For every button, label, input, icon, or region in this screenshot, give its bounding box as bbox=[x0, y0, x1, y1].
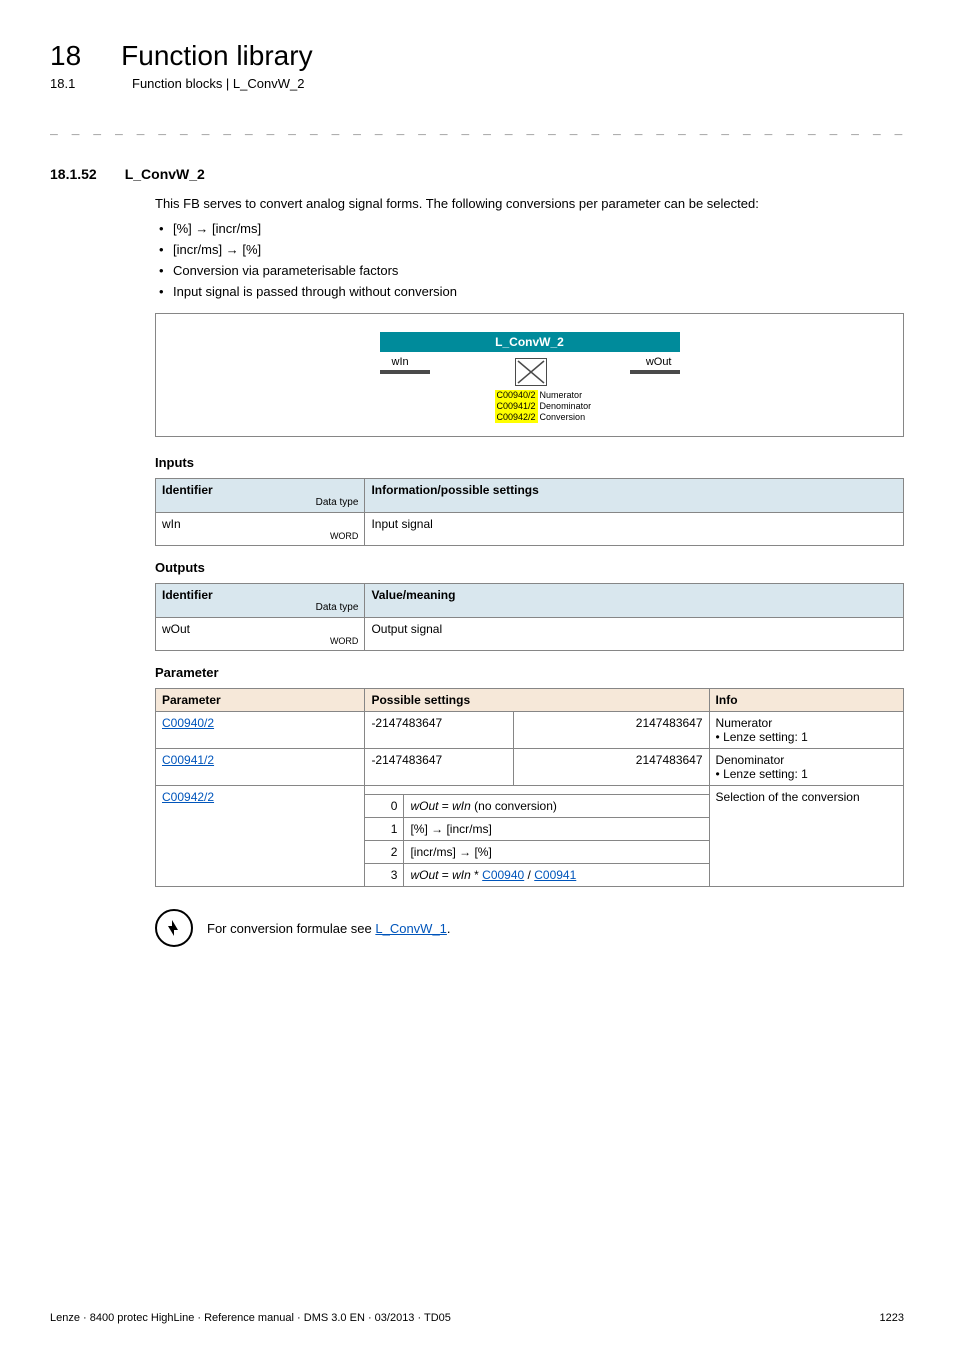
param-info-main: Denominator bbox=[716, 753, 897, 767]
param-link[interactable]: C00942/2 bbox=[162, 790, 214, 804]
diagram-label-code: C00941/2 bbox=[495, 401, 538, 412]
diagram-line-out bbox=[630, 370, 680, 374]
param-info-sub: • Lenze setting: 1 bbox=[716, 730, 897, 744]
inputs-table: Identifier Data type Information/possibl… bbox=[155, 478, 904, 546]
outputs-heading: Outputs bbox=[155, 560, 904, 575]
param-sel-info: Selection of the conversion bbox=[709, 786, 903, 887]
inputs-row-dt: WORD bbox=[162, 531, 358, 541]
footer-page-number: 1223 bbox=[880, 1312, 904, 1324]
diagram-label-desc: Conversion bbox=[540, 412, 586, 422]
note-row: For conversion formulae see L_ConvW_1. bbox=[155, 909, 904, 947]
outputs-th-identifier: Identifier bbox=[162, 588, 358, 602]
inputs-row-info: Input signal bbox=[365, 513, 904, 546]
outputs-th-datatype: Data type bbox=[162, 602, 358, 613]
inputs-th-identifier: Identifier bbox=[162, 483, 358, 497]
outputs-th-info: Value/meaning bbox=[365, 584, 904, 618]
divider: _ _ _ _ _ _ _ _ _ _ _ _ _ _ _ _ _ _ _ _ … bbox=[50, 121, 904, 136]
diagram-conv-box bbox=[515, 358, 547, 386]
option-text: [%] → [incr/ms] bbox=[404, 818, 709, 841]
param-th-settings: Possible settings bbox=[365, 689, 709, 712]
param-info-sub: • Lenze setting: 1 bbox=[716, 767, 897, 781]
inputs-row-id: wIn bbox=[162, 517, 358, 531]
param-max: 2147483647 bbox=[514, 712, 710, 749]
note-text: For conversion formulae see L_ConvW_1. bbox=[207, 921, 451, 936]
param-link[interactable]: C00940/2 bbox=[162, 716, 214, 730]
param-th-parameter: Parameter bbox=[156, 689, 365, 712]
diagram-label-desc: Denominator bbox=[540, 401, 592, 411]
option-link[interactable]: C00941 bbox=[534, 868, 576, 882]
diagram-label-code: C00940/2 bbox=[495, 390, 538, 401]
parameter-heading: Parameter bbox=[155, 665, 904, 680]
diagram-port-out: wOut bbox=[646, 356, 672, 368]
inputs-heading: Inputs bbox=[155, 455, 904, 470]
diagram-label-code: C00942/2 bbox=[495, 412, 538, 423]
bullet-item: Conversion via parameterisable factors bbox=[173, 263, 904, 278]
param-th-info: Info bbox=[709, 689, 903, 712]
diagram-label-desc: Numerator bbox=[540, 390, 583, 400]
option-link[interactable]: C00940 bbox=[482, 868, 524, 882]
option-text: [incr/ms] → [%] bbox=[404, 841, 709, 864]
param-max: 2147483647 bbox=[514, 749, 710, 786]
diagram-container: L_ConvW_2 wIn wOut C00940/2Numerator C00… bbox=[155, 313, 904, 437]
option-num: 3 bbox=[365, 864, 404, 887]
section-number: 18.1 bbox=[50, 76, 92, 91]
outputs-table: Identifier Data type Value/meaning wOut … bbox=[155, 583, 904, 651]
outputs-row-info: Output signal bbox=[365, 618, 904, 651]
param-info-main: Numerator bbox=[716, 716, 897, 730]
note-link[interactable]: L_ConvW_1 bbox=[375, 921, 447, 936]
param-min: -2147483647 bbox=[365, 749, 514, 786]
intro-paragraph: This FB serves to convert analog signal … bbox=[155, 196, 904, 211]
diagram-label-stack: C00940/2Numerator C00941/2Denominator C0… bbox=[495, 390, 592, 423]
subsection-number: 18.1.52 bbox=[50, 166, 97, 182]
chapter-title: Function library bbox=[121, 40, 312, 72]
option-num: 0 bbox=[365, 795, 404, 818]
parameter-table: Parameter Possible settings Info C00940/… bbox=[155, 688, 904, 887]
diagram-port-in: wIn bbox=[392, 356, 409, 368]
bullet-list: [%] → [incr/ms] [incr/ms] → [%] Conversi… bbox=[155, 221, 904, 299]
bullet-item: [%] → [incr/ms] bbox=[173, 221, 904, 236]
section-title: Function blocks | L_ConvW_2 bbox=[132, 76, 304, 91]
option-num: 2 bbox=[365, 841, 404, 864]
inputs-th-info: Information/possible settings bbox=[365, 479, 904, 513]
info-icon bbox=[155, 909, 193, 947]
chapter-number: 18 bbox=[50, 40, 81, 72]
option-num: 1 bbox=[365, 818, 404, 841]
subsection-title: L_ConvW_2 bbox=[125, 166, 205, 182]
outputs-row-id: wOut bbox=[162, 622, 358, 636]
diagram-title: L_ConvW_2 bbox=[380, 332, 680, 352]
footer-left: Lenze · 8400 protec HighLine · Reference… bbox=[50, 1312, 451, 1324]
diagram-line-in bbox=[380, 370, 430, 374]
param-min: -2147483647 bbox=[365, 712, 514, 749]
inputs-th-datatype: Data type bbox=[162, 497, 358, 508]
outputs-row-dt: WORD bbox=[162, 636, 358, 646]
param-link[interactable]: C00941/2 bbox=[162, 753, 214, 767]
bullet-item: Input signal is passed through without c… bbox=[173, 284, 904, 299]
option-text: wOut = wIn * C00940 / C00941 bbox=[404, 864, 709, 887]
bullet-item: [incr/ms] → [%] bbox=[173, 242, 904, 257]
option-text: wOut = wIn (no conversion) bbox=[404, 795, 709, 818]
